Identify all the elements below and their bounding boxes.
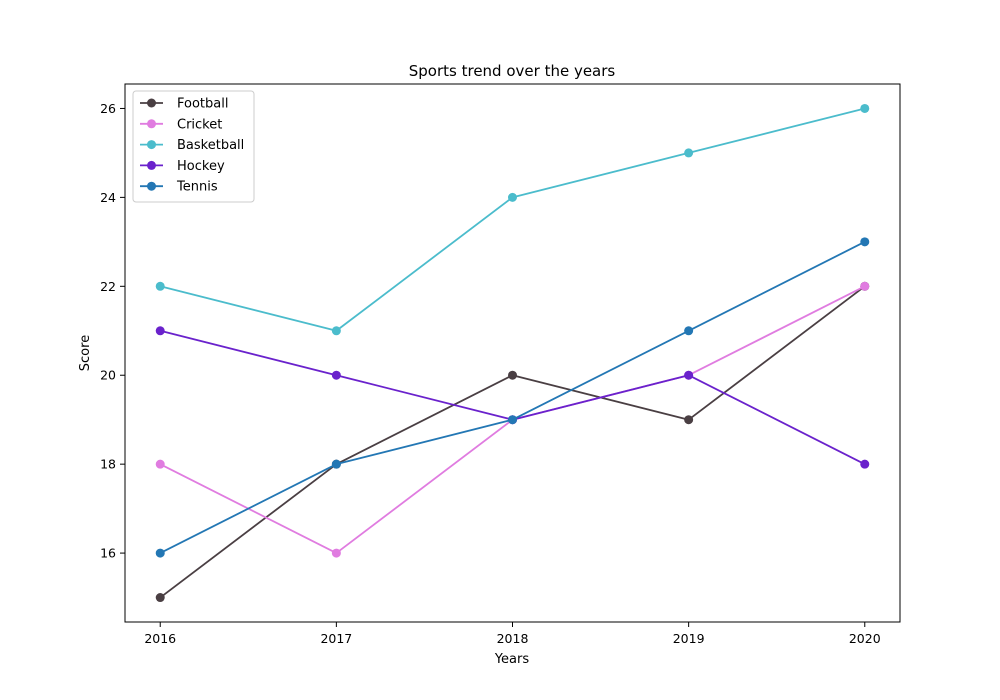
plot-area: 2016 2017 2018 2019 2020 16 18 20 22 24 26 [100, 83, 901, 646]
x-axis-label: Years [494, 652, 530, 667]
data-point-hockey [860, 459, 870, 469]
data-point-basketball [508, 192, 517, 202]
x-tick-label: 2019 [673, 631, 705, 646]
y-tick-label: 18 [100, 457, 116, 472]
legend-label: Basketball [177, 138, 244, 153]
y-tick-label: 26 [100, 101, 116, 116]
series-tennis [155, 237, 870, 558]
data-point-hockey [155, 326, 165, 336]
y-tick-label: 16 [100, 546, 116, 561]
x-axis-ticks: 2016 2017 2018 2019 2020 [144, 622, 881, 646]
data-point-football [684, 415, 694, 425]
legend-label: Football [177, 97, 228, 112]
legend-marker [147, 98, 156, 108]
data-point-cricket [331, 548, 341, 558]
series-football [155, 281, 870, 603]
series-line-football [159, 285, 866, 599]
series-layer [155, 103, 870, 603]
legend-item-basketball: Basketball [140, 138, 244, 153]
x-tick-label: 2020 [849, 631, 881, 646]
legend-label: Tennis [176, 180, 218, 195]
legend-box [132, 90, 255, 203]
data-point-football [155, 593, 165, 603]
legend-label: Cricket [177, 117, 222, 132]
data-point-cricket [155, 459, 165, 469]
legend-item-football: Football [140, 97, 228, 112]
data-point-tennis [684, 326, 694, 336]
legend-item-hockey: Hockey [140, 159, 225, 174]
chart-title: Sports trend over the years [409, 62, 616, 80]
legend-label: Hockey [177, 159, 225, 174]
y-axis-label: Score [78, 335, 93, 371]
series-hockey [155, 326, 870, 469]
y-tick-label: 20 [100, 368, 116, 383]
y-tick-label: 24 [100, 190, 116, 205]
series-line-tennis [159, 241, 866, 554]
x-tick-label: 2018 [497, 631, 529, 646]
data-point-tennis [508, 415, 517, 425]
x-tick-label: 2016 [144, 631, 176, 646]
series-line-hockey [160, 329, 866, 465]
data-point-football [508, 370, 517, 380]
legend-marker [147, 181, 156, 191]
data-point-basketball [331, 326, 341, 336]
legend-marker [147, 119, 156, 129]
legend-item-tennis: Tennis [140, 180, 218, 195]
legend-item-cricket: Cricket [140, 117, 222, 132]
series-basketball [155, 103, 870, 336]
series-line-basketball [160, 107, 865, 332]
data-point-cricket [860, 281, 870, 291]
y-axis-ticks: 16 18 20 22 24 26 [100, 101, 125, 561]
data-point-basketball [155, 281, 165, 291]
data-point-hockey [684, 370, 694, 380]
data-point-tennis [331, 459, 341, 469]
data-point-tennis [860, 237, 870, 247]
data-point-tennis [155, 548, 165, 558]
data-point-hockey [331, 370, 341, 380]
y-tick-label: 22 [100, 279, 116, 294]
legend-marker [147, 160, 156, 170]
x-tick-label: 2017 [320, 631, 352, 646]
data-point-basketball [684, 148, 694, 158]
legend-marker [147, 140, 156, 150]
legend: Football Cricket Basketball Hockey Tennis [132, 90, 255, 203]
data-point-basketball [860, 103, 870, 113]
